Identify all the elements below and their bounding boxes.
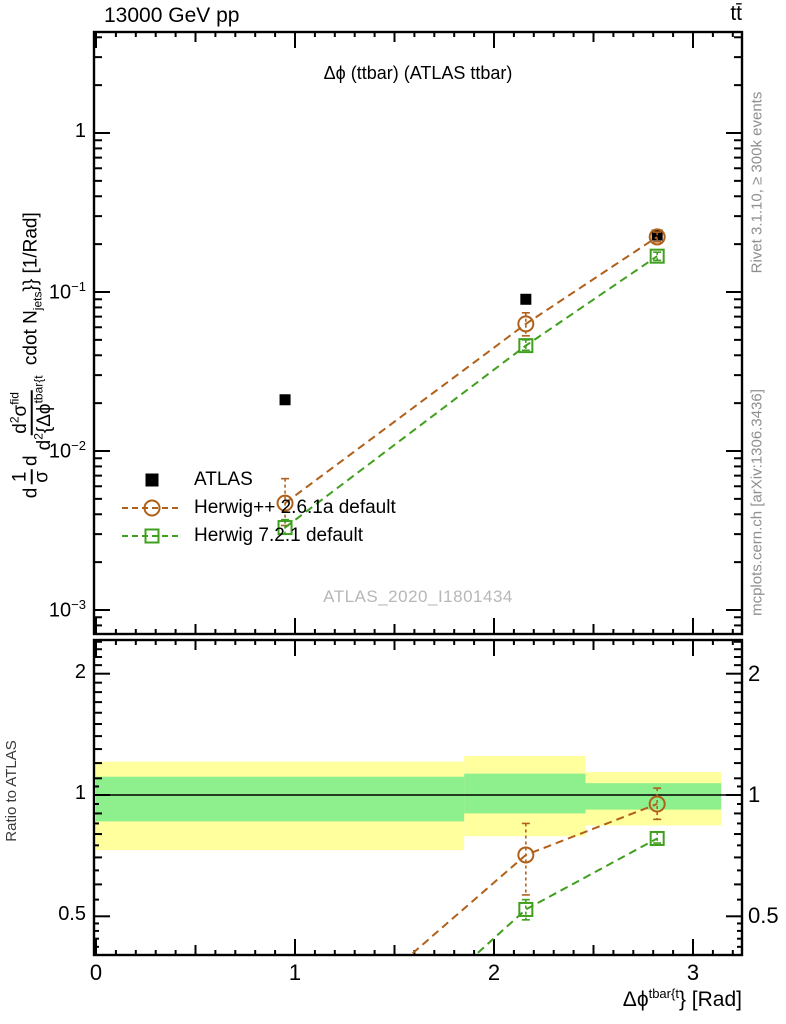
series-ratio-1 xyxy=(475,830,665,954)
x-axis-title: Δϕtbar{t} [Rad] xyxy=(622,986,742,1011)
data-marker-open-circle xyxy=(276,494,294,512)
legend-label: ATLAS xyxy=(194,469,253,490)
y-tick-label: 1 xyxy=(74,120,86,142)
ratio-uncertainty-bands xyxy=(96,755,722,851)
series-main-1 xyxy=(276,228,666,527)
x-tick-label: 3 xyxy=(686,960,700,985)
data-marker-open-square xyxy=(518,901,534,917)
analysis-watermark: ATLAS_2020_I1801434 xyxy=(323,587,513,606)
main-panel-frame xyxy=(92,30,744,636)
legend-marker-glyph xyxy=(144,528,160,544)
y-tick-label: 10−3 xyxy=(48,597,86,622)
legend-item: ATLAS xyxy=(120,466,396,494)
data-marker-filled-square xyxy=(279,394,291,406)
green-band xyxy=(464,773,586,814)
legend-label: Herwig++ 2.6.1a default xyxy=(194,497,396,518)
rivet-version-note: Rivet 3.1.10, ≥ 300k events xyxy=(748,91,766,274)
series-line xyxy=(284,255,658,529)
legend: ATLAS Herwig++ 2.6.1a default Herwig 7.2.1… xyxy=(120,466,396,550)
y-tick-label: 10−2 xyxy=(48,438,86,463)
beam-energy-label: 13000 GeV pp xyxy=(104,4,240,27)
green-band xyxy=(96,776,465,822)
legend-marker-glyph xyxy=(143,499,161,517)
x-tick-label: 2 xyxy=(487,960,501,985)
legend-label: Herwig 7.2.1 default xyxy=(194,525,363,546)
data-marker-open-circle xyxy=(517,315,535,333)
series-main-0 xyxy=(279,229,663,406)
x-tick-label: 0 xyxy=(89,960,103,985)
data-marker-open-square xyxy=(518,338,534,354)
ratio-y-tick-label: 0.5 xyxy=(58,903,86,926)
legend-marker xyxy=(122,499,182,517)
plot-title: Δϕ (ttbar) (ATLAS ttbar) xyxy=(323,63,513,83)
data-marker-open-square xyxy=(277,520,293,536)
legend-item: Herwig++ 2.6.1a default xyxy=(120,494,396,522)
y-axis-title: d 1 σ d d2σfid d2{Δϕtbar{t cdot Njets}} [1/Ra… xyxy=(8,95,56,615)
legend-marker-glyph xyxy=(145,473,159,487)
legend-marker xyxy=(122,528,182,544)
ratio-panel-frame xyxy=(92,638,744,957)
series-ratio-0 xyxy=(410,787,666,954)
data-marker-open-circle xyxy=(648,795,666,813)
legend-item: Herwig 7.2.1 default xyxy=(120,522,396,550)
data-marker-filled-square xyxy=(520,293,532,305)
data-marker-open-circle xyxy=(517,846,535,864)
ratio-y-tick-label: 1 xyxy=(74,782,86,804)
ratio-y-tick-label-right: 0.5 xyxy=(748,903,779,929)
ratio-y-tick-label: 2 xyxy=(74,660,86,683)
process-label: tt̄ xyxy=(730,2,742,25)
legend-marker xyxy=(145,473,159,487)
series-line xyxy=(284,236,658,504)
ratio-y-tick-label-right: 1 xyxy=(748,782,761,807)
x-tick-label: 1 xyxy=(288,960,302,985)
data-marker-open-square xyxy=(649,248,665,264)
series-main-2 xyxy=(277,248,665,536)
y-tick-label: 10−1 xyxy=(48,279,86,304)
ratio-y-tick-label-right: 2 xyxy=(748,660,761,686)
data-marker-open-circle xyxy=(648,228,666,246)
mcplots-attribution-note: mcplots.cern.ch [arXiv:1306.3436] xyxy=(748,389,766,616)
data-marker-open-square xyxy=(649,830,665,846)
